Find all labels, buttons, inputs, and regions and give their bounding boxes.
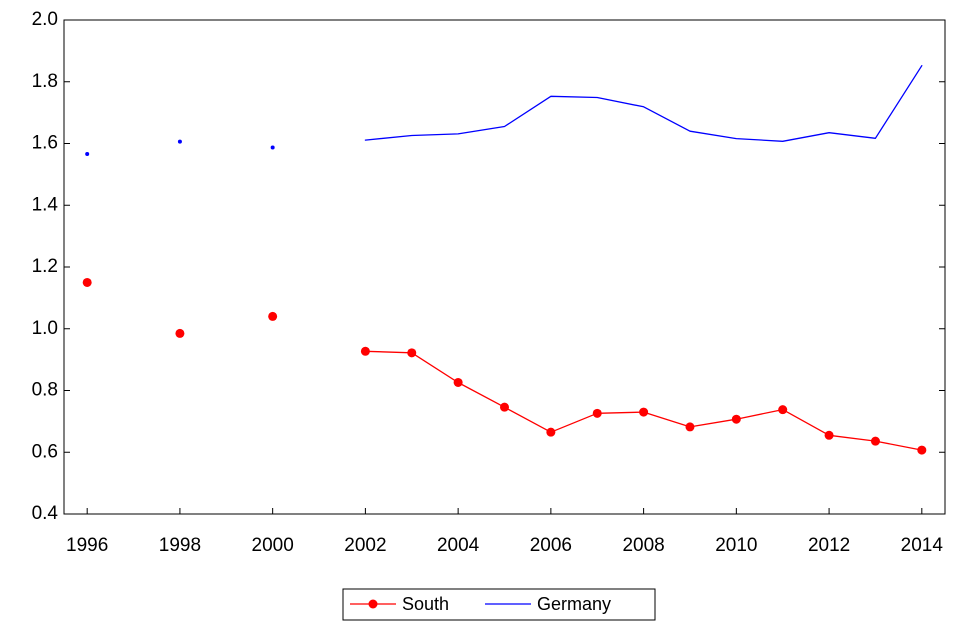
marker	[917, 445, 927, 455]
marker	[500, 402, 509, 412]
y-tick-label: 1.8	[32, 71, 58, 92]
point	[270, 145, 275, 150]
point	[85, 151, 90, 156]
marker	[824, 430, 834, 440]
x-tick-label: 1996	[66, 535, 108, 556]
series-line	[86, 65, 923, 155]
x-tick-label: 2000	[252, 535, 294, 556]
y-tick-label: 2.0	[32, 9, 58, 30]
point	[177, 139, 182, 144]
legend-label: South	[402, 594, 449, 614]
y-tick-label: 0.4	[32, 503, 59, 524]
marker	[360, 346, 370, 356]
marker	[639, 407, 649, 417]
marker	[82, 277, 92, 287]
y-tick-label: 1.2	[32, 256, 58, 277]
y-tick-label: 1.6	[32, 133, 58, 154]
x-tick-label: 2006	[530, 535, 572, 556]
marker	[592, 408, 602, 418]
y-tick-label: 0.8	[32, 380, 58, 401]
x-tick-label: 2008	[622, 535, 664, 556]
marker	[268, 311, 278, 321]
x-tick-label: 2014	[901, 535, 944, 556]
marker	[870, 436, 880, 446]
legend-label: Germany	[537, 594, 611, 614]
x-tick-label: 2002	[344, 535, 386, 556]
marker	[731, 414, 741, 424]
x-tick-label: 2010	[715, 535, 757, 556]
x-tick-label: 2012	[808, 535, 850, 556]
marker	[453, 377, 463, 387]
marker	[175, 328, 185, 338]
marker	[407, 348, 417, 358]
x-tick-label: 2004	[437, 535, 480, 556]
y-tick-label: 1.4	[32, 194, 59, 215]
marker	[546, 427, 556, 437]
y-tick-label: 1.0	[32, 318, 58, 339]
y-tick-label: 0.6	[32, 441, 58, 462]
series-line	[86, 281, 923, 451]
marker	[685, 422, 695, 432]
x-tick-label: 1998	[159, 535, 201, 556]
legend-marker	[368, 599, 378, 609]
marker	[778, 405, 788, 415]
plot-frame	[63, 19, 946, 515]
